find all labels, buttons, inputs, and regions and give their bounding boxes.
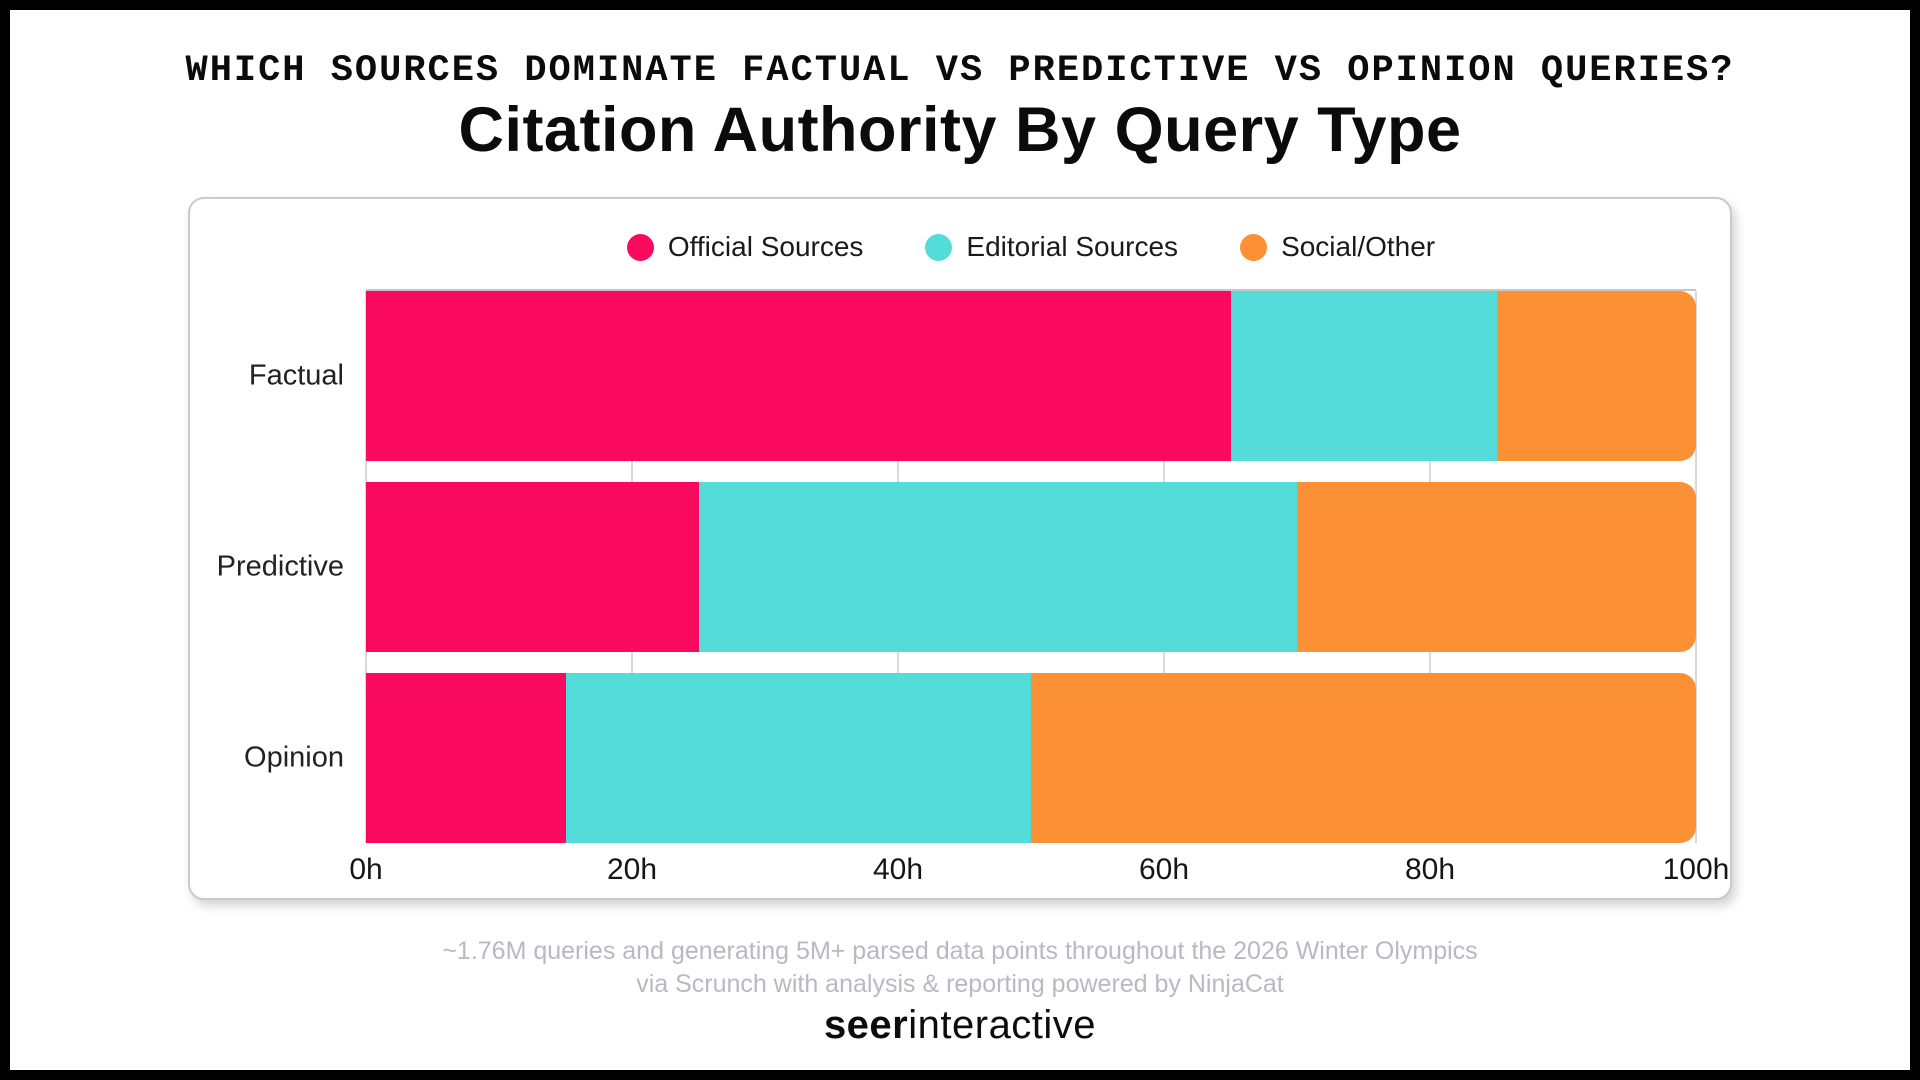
legend-label: Editorial Sources — [966, 231, 1179, 262]
page-canvas: WHICH SOURCES DOMINATE FACTUAL VS PREDIC… — [10, 10, 1910, 1070]
page-title: Citation Authority By Query Type — [458, 95, 1462, 165]
gridline — [1695, 291, 1697, 843]
chart-card: Official Sources Editorial Sources Social/… — [188, 197, 1732, 900]
bar-segment — [366, 482, 699, 652]
brand-logo-regular: interactive — [908, 1003, 1097, 1047]
bar-segment — [1031, 673, 1696, 843]
legend-item: Social/Other — [1240, 231, 1435, 263]
bar-segment — [366, 673, 566, 843]
x-axis: 0h 20h 40h 60h 80h 100h — [349, 853, 1729, 895]
brand-logo: seerinteractive — [10, 1003, 1910, 1048]
legend-item: Editorial Sources — [925, 231, 1178, 263]
category-label: Factual — [248, 359, 344, 392]
axis-tick-label: 60h — [1138, 853, 1190, 886]
legend-color-swatch — [925, 233, 953, 261]
footer-note: ~1.76M queries and generating 5M+ parsed… — [10, 935, 1910, 1001]
footer-note-line-1: ~1.76M queries and generating 5M+ parsed… — [442, 937, 1478, 965]
axis-tick-label: 80h — [1404, 853, 1456, 886]
category-label: Opinion — [244, 741, 344, 774]
bar-segment — [698, 482, 1297, 652]
bar-row: Predictive — [217, 482, 1696, 652]
bar-segment — [366, 291, 1231, 461]
axis-tick-label: 100h — [1662, 853, 1730, 886]
bar-segment — [1496, 291, 1696, 461]
plot-area: Factual Predictive Opinion — [217, 289, 1697, 843]
legend-item: Official Sources — [626, 231, 864, 263]
legend-color-swatch — [1240, 233, 1268, 261]
brand-logo-bold: seer — [823, 1003, 909, 1047]
category-label: Predictive — [216, 550, 344, 583]
axis-tick-label: 20h — [606, 853, 658, 886]
footer-note-line-2: via Scrunch with analysis & reporting po… — [636, 970, 1284, 998]
bar-segment — [565, 673, 1031, 843]
bar-row: Factual — [249, 291, 1696, 461]
legend-color-swatch — [626, 233, 654, 261]
kicker-text: WHICH SOURCES DOMINATE FACTUAL VS PREDIC… — [185, 50, 1735, 92]
axis-tick-label: 40h — [872, 853, 924, 886]
bar-segment — [1230, 291, 1497, 461]
bar-row: Opinion — [244, 673, 1696, 843]
chart-legend: Official Sources Editorial Sources Social/… — [366, 231, 1696, 263]
bar-segment — [1297, 482, 1696, 652]
legend-label: Social/Other — [1281, 231, 1436, 262]
legend-label: Official Sources — [667, 231, 864, 262]
axis-tick-label: 0h — [349, 853, 383, 886]
